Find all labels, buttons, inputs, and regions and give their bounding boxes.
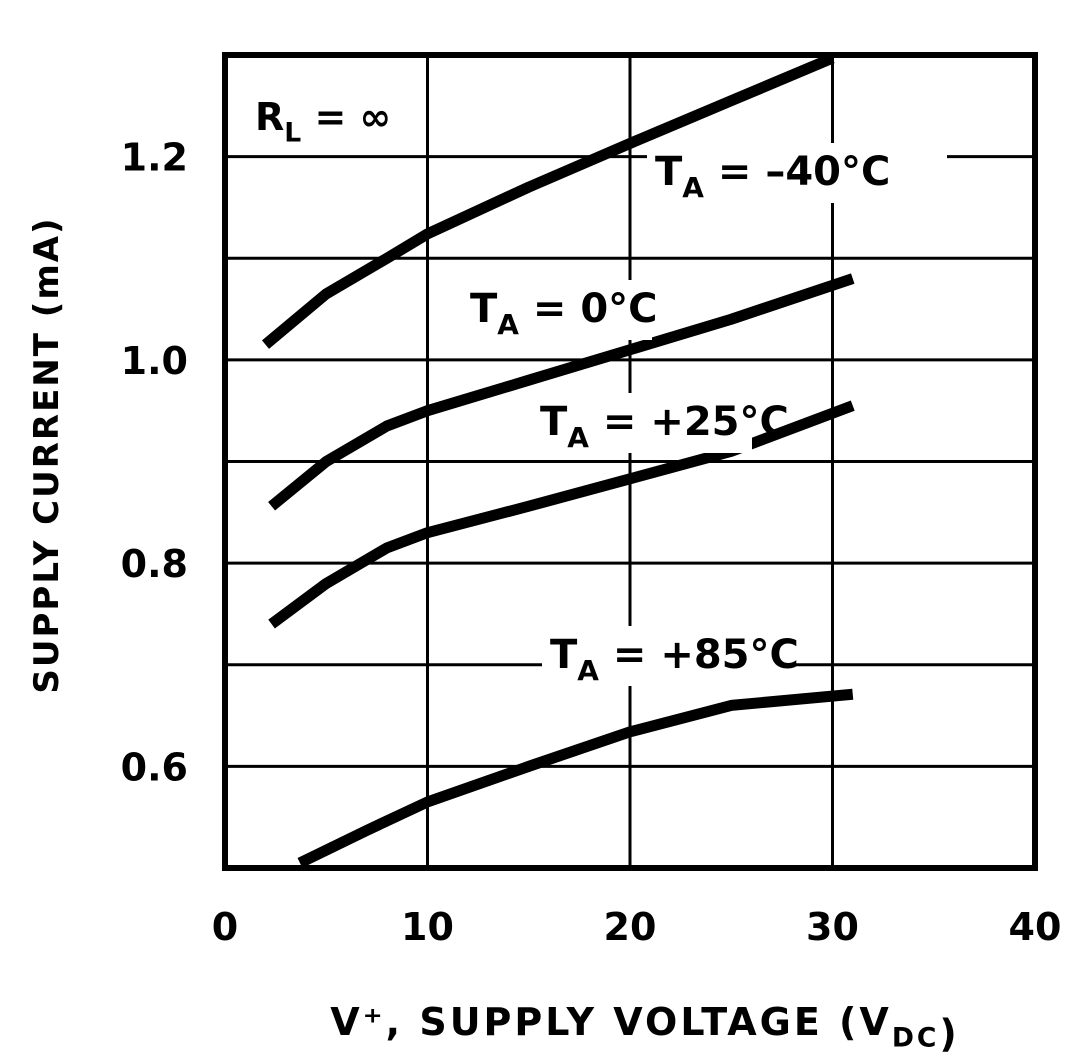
series-line-3 bbox=[297, 688, 854, 868]
rl-annotation: RL = ∞ bbox=[255, 95, 391, 148]
series-line-1 bbox=[268, 273, 855, 511]
x-tick-label: 30 bbox=[806, 905, 859, 949]
series-label-bg bbox=[532, 393, 752, 453]
x-tick-label: 0 bbox=[212, 905, 238, 949]
y-tick-label: 0.6 bbox=[121, 745, 188, 789]
series-label: TA = +85°C bbox=[550, 632, 799, 687]
series-line-0 bbox=[261, 52, 835, 349]
y-axis-label: SUPPLY CURRENT (mA) bbox=[27, 216, 67, 693]
series-label-bg bbox=[542, 626, 792, 686]
series-line-2 bbox=[268, 400, 855, 629]
series-label: TA = 0°C bbox=[470, 286, 658, 341]
series-label-bg bbox=[462, 280, 652, 340]
series-label-bg bbox=[647, 143, 947, 203]
y-tick-label: 1.2 bbox=[121, 136, 188, 180]
series-label: TA = +25°C bbox=[540, 399, 789, 454]
plot-frame bbox=[222, 52, 1038, 871]
y-tick-label: 0.8 bbox=[121, 542, 188, 586]
x-tick-label: 40 bbox=[1009, 905, 1062, 949]
x-axis-label: V⁺, SUPPLY VOLTAGE (VDC) bbox=[330, 1000, 960, 1055]
y-tick-label: 1.0 bbox=[121, 339, 188, 383]
series-label: TA = –40°C bbox=[655, 149, 890, 204]
x-tick-label: 20 bbox=[604, 905, 657, 949]
x-tick-label: 10 bbox=[401, 905, 454, 949]
